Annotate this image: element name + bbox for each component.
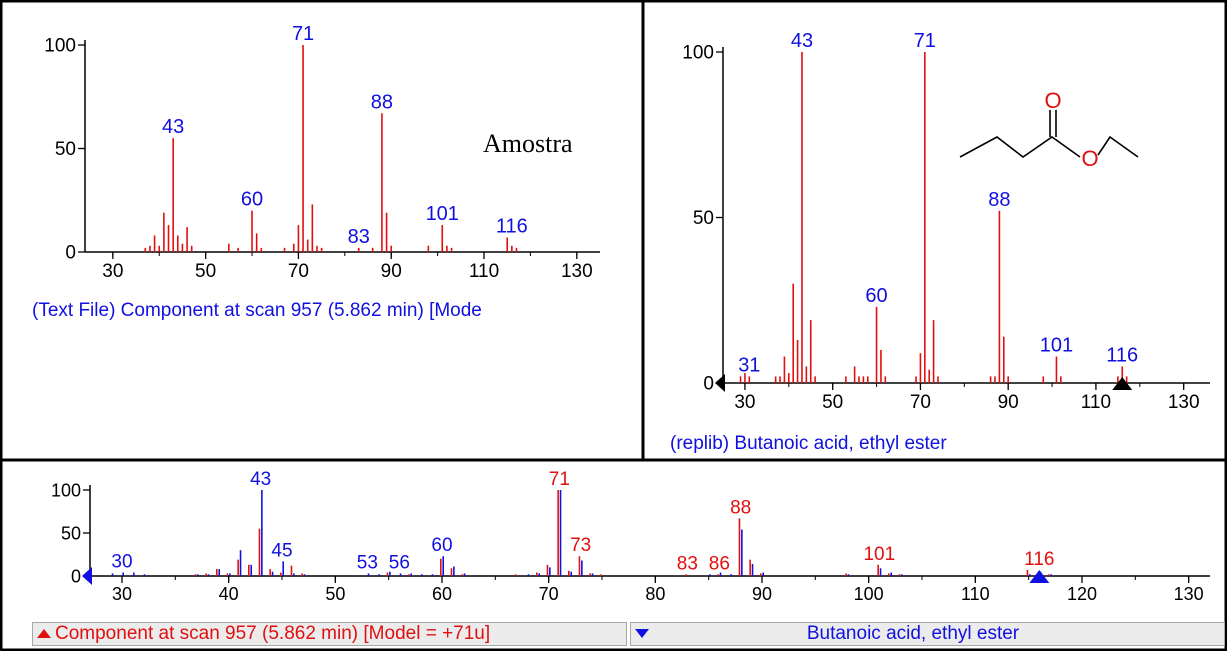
x-tick-label: 90 [381,261,402,282]
legend-library[interactable]: Butanoic acid, ethyl ester [630,622,1225,646]
x-tick-label: 110 [1081,392,1111,413]
x-tick-label: 30 [112,584,132,604]
peak-label: 56 [389,552,410,573]
x-tick-label: 60 [432,584,452,604]
x-tick-label: 70 [539,584,559,604]
x-tick-label: 120 [1067,584,1097,604]
scan-marker-icon[interactable] [1112,377,1133,390]
x-tick-label: 50 [195,261,216,282]
x-tick-label: 30 [734,392,755,413]
y-tick-label: 50 [693,208,714,229]
x-tick-label: 50 [325,584,345,604]
peak-label: 116 [1024,549,1054,570]
peak-label: 30 [111,552,132,573]
peak-label: 71 [549,469,570,490]
peak-label: 116 [1106,344,1138,366]
x-tick-label: 40 [219,584,239,604]
peak-label: 53 [357,552,378,573]
x-tick-label: 130 [1168,392,1200,413]
library-caption: (replib) Butanoic acid, ethyl ester [670,433,947,454]
peak-label: 88 [988,189,1010,211]
sample-spectrum-chart: 30 50 70 90 110 130 0 50 100 43 60 71 83 88 101 116 [44,23,600,282]
legend-library-label: Butanoic acid, ethyl ester [806,623,1020,644]
x-tick-label: 130 [1174,584,1204,604]
peak-label: 45 [271,540,292,561]
x-tick-label: 110 [961,584,990,604]
sample-caption: (Text File) Component at scan 957 (5.862… [32,300,482,321]
peak-label: 60 [431,535,452,556]
x-tick-label: 80 [645,584,665,604]
peak-label: 43 [791,30,813,52]
peak-label: 31 [738,354,760,376]
peak-label: 43 [250,469,271,490]
peak-label: 73 [570,535,591,556]
peak-label: 60 [241,189,263,211]
y-tick-label: 50 [61,523,81,543]
comparison-spectrum-chart: 30 40 50 60 70 80 90 100 110 120 130 0 50 100 30 43 45 53… [51,469,1210,604]
y-tick-label: 50 [55,139,76,160]
peak-label: 83 [348,226,370,248]
scan-marker-icon[interactable] [1029,570,1050,583]
library-spectrum-chart: 30 50 70 90 110 130 0 50 100 31 43 60 71 88 101 116 [682,30,1210,413]
y-tick-label: 0 [65,243,76,264]
triangle-down-icon [635,629,649,639]
peak-label: 71 [914,30,936,52]
x-tick-label: 30 [102,261,123,282]
x-tick-label: 110 [469,261,499,282]
peak-label: 88 [371,91,393,113]
carbonyl-oxygen: O [1044,88,1061,113]
triangle-up-icon [37,629,51,639]
peak-label: 116 [496,216,528,238]
peak-label: 60 [865,285,887,307]
x-tick-label: 130 [561,261,593,282]
y-tick-label: 0 [71,566,81,586]
y-tick-label: 100 [44,36,76,57]
peak-label: 43 [162,116,184,138]
left-scroll-marker-icon[interactable] [715,374,725,392]
legend-sample-label: Component at scan 957 (5.862 min) [Model… [55,623,491,644]
molecule-structure [959,110,1139,158]
left-scroll-marker-icon[interactable] [82,567,92,585]
x-tick-label: 90 [998,392,1019,413]
peak-label: 86 [709,553,730,574]
peak-label: 83 [677,553,698,574]
x-tick-label: 100 [854,584,884,604]
y-tick-label: 100 [682,43,714,64]
sample-annotation: Amostra [483,129,573,158]
peak-label: 71 [292,23,314,45]
y-tick-label: 100 [51,480,81,500]
ester-oxygen: O [1081,146,1098,171]
legend-sample[interactable]: Component at scan 957 (5.862 min) [Model… [32,622,627,646]
x-tick-label: 90 [752,584,772,604]
peak-label: 101 [426,203,459,225]
y-tick-label: 0 [703,374,714,395]
peak-label: 101 [863,544,895,565]
peak-label: 88 [730,497,751,518]
x-tick-label: 70 [910,392,931,413]
x-tick-label: 70 [288,261,309,282]
peak-label: 101 [1040,335,1073,357]
x-tick-label: 50 [822,392,843,413]
